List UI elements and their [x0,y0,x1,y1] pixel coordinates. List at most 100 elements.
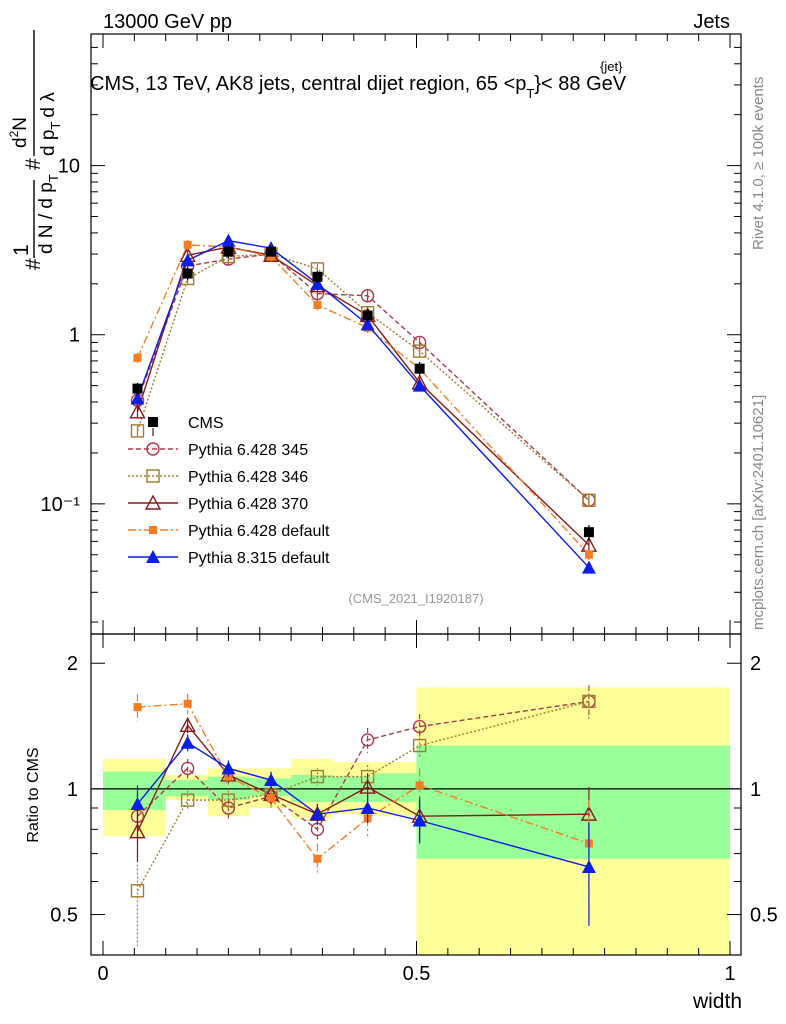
point-ratio [310,807,325,821]
title-sup: {jet} [600,59,623,74]
point-ratio [581,859,596,873]
ylabel-den2b: d λ [38,92,59,118]
series-line-main-2 [136,246,590,546]
axis-ticks: 0 0.5 1 10 1 10⁻¹ 2 2 1 1 0.5 0.5 [41,33,778,985]
svg-text:d pTd λ: d pTd λ [38,92,63,156]
band-stat-3 [249,778,292,797]
ratio-y-label: Ratio to CMS [25,747,42,842]
x-tick-label: 0.5 [403,963,431,985]
ylabel-d1: d N / d p [36,182,57,254]
point-main [582,493,596,507]
analysis-id: (CMS_2021_I1920187) [348,591,483,606]
x-tick-label: 1 [724,963,735,985]
ratio-y-tick-label: 1 [67,779,78,801]
x-tick-label: 0 [97,963,108,985]
ratio-y-tick-label: 0.5 [50,905,78,927]
point-main [360,317,375,331]
point-ratio [133,703,142,712]
ratio-y-tick-label-right: 0.5 [750,905,778,927]
point-main [412,344,427,358]
point-main [133,353,142,362]
header-right: Jets [693,11,730,33]
cms-point [266,246,277,257]
point-main [313,300,322,309]
main-frame [90,33,742,635]
cms-point [312,271,323,282]
legend-marker-4 [146,550,160,563]
side-mcplots: mcplots.cern.ch [arXiv:2401.10621] [750,395,767,630]
legend-label-2: Pythia 6.428 370 [188,496,308,513]
point-main [412,378,427,392]
title-tail: }< 88 GeV [534,73,626,95]
series-line-main-1 [136,253,590,501]
point-ratio [412,813,427,827]
point-ratio [179,716,196,733]
point-ratio [264,773,279,787]
point-main [180,253,195,267]
y-tick-label: 10 [58,156,80,178]
point-ratio [267,794,276,803]
svg-text:#: # [22,258,45,270]
series-line-main-4 [136,239,590,569]
point-ratio [313,854,322,863]
point-ratio [359,778,376,794]
series-line-main-0 [136,253,590,501]
svg-text:#: # [22,158,45,170]
svg-text:1: 1 [10,244,33,256]
y-axis-label: # 1 d N / d pT # d2N d pTd λ [7,30,63,270]
point-ratio [130,884,145,898]
svg-text:d2N: d2N [7,117,31,148]
header-left: 13000 GeV pp [103,11,232,33]
cms-point [583,527,594,538]
legend-label-1: Pythia 6.428 346 [188,469,308,486]
point-ratio [360,733,375,747]
series-markers [129,233,598,947]
ratio-y-tick-label-right: 2 [750,653,761,675]
y-tick-label: 10⁻¹ [41,494,81,516]
title-main: CMS, 13 TeV, AK8 jets, central dijet reg… [90,73,526,95]
side-rivet: Rivet 4.1.0, ≥ 100k events [750,77,767,250]
point-ratio [360,800,375,814]
point-main [130,424,145,438]
point-ratio [221,761,236,775]
legend-marker-0 [146,442,160,456]
point-ratio [412,738,427,753]
point-ratio [180,735,195,749]
point-ratio [129,823,146,839]
band-stat-6 [374,773,417,803]
ylabel-num2: d [10,137,31,148]
point-main [581,560,596,574]
point-ratio [183,699,192,708]
x-axis-label: width [692,990,742,1013]
cms-point [362,310,373,321]
legend-marker-3 [149,526,157,534]
point-ratio [221,801,236,815]
point-main [183,240,192,249]
legend-marker-2 [144,494,162,510]
legend-label-4: Pythia 8.315 default [188,550,330,567]
point-ratio [582,694,596,709]
ylabel-den2: d p [38,130,59,156]
ratio-y-tick-label: 2 [67,653,78,675]
ylabel-den2sub: T [48,122,63,130]
point-main [584,550,593,559]
point-main [221,233,236,247]
legend-marker-1 [146,469,160,483]
ylabel-n1: # [22,258,45,270]
point-ratio [130,797,145,811]
ylabel-d1sub: T [46,174,61,182]
svg-text:CMS, 13 TeV, AK8 jets, central: CMS, 13 TeV, AK8 jets, central dijet reg… [90,73,627,101]
point-ratio [412,719,427,734]
legend-label-3: Pythia 6.428 default [188,523,330,540]
point-ratio [180,793,195,807]
band-stat-1 [165,780,208,797]
chart-title: CMS, 13 TeV, AK8 jets, central dijet reg… [90,59,627,101]
point-ratio [415,781,424,790]
cms-point [223,246,234,257]
ylabel-num2sup: 2 [7,130,21,137]
point-main [130,391,145,405]
ylabel-hash: # [22,158,45,170]
point-ratio [310,769,325,784]
series-line-ratio-3 [137,702,590,860]
